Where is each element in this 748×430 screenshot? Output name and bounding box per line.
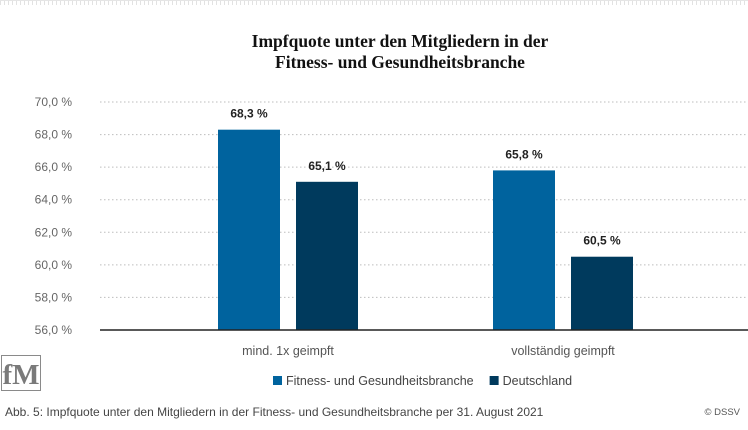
figure-caption: Abb. 5: Impfquote unter den Mitgliedern …	[5, 405, 544, 419]
y-tick-label: 68,0 %	[35, 128, 73, 142]
legend-label: Deutschland	[503, 374, 573, 388]
data-label: 65,1 %	[308, 159, 346, 173]
data-label: 65,8 %	[505, 147, 543, 161]
y-tick-label: 66,0 %	[35, 160, 73, 174]
x-category-label: mind. 1x geimpft	[242, 344, 334, 358]
bar	[218, 129, 280, 330]
y-tick-label: 62,0 %	[35, 225, 73, 239]
y-tick-label: 70,0 %	[35, 95, 73, 109]
legend-swatch	[273, 376, 282, 385]
chart-title-line-1: Impfquote unter den Mitgliedern in der	[251, 31, 549, 51]
legend-label: Fitness- und Gesundheitsbranche	[286, 374, 474, 388]
data-label: 60,5 %	[583, 234, 621, 248]
y-tick-label: 56,0 %	[35, 323, 73, 337]
y-tick-label: 60,0 %	[35, 258, 73, 272]
chart-title-line-2: Fitness- und Gesundheitsbranche	[275, 52, 525, 72]
bar-chart: 56,0 % 58,0 % 60,0 % 62,0 % 64,0 % 66,0 % 68,0…	[35, 95, 748, 388]
copyright: © DSSV	[704, 407, 740, 418]
svg-text:fM: fM	[2, 359, 39, 391]
bar	[493, 170, 555, 330]
x-category-label: vollständig geimpft	[511, 344, 615, 358]
data-label: 68,3 %	[230, 107, 268, 121]
y-tick-label: 64,0 %	[35, 193, 73, 207]
top-rule	[0, 0, 748, 5]
bar	[571, 256, 633, 330]
fm-logo: fM	[1, 355, 41, 391]
y-tick-label: 58,0 %	[35, 290, 73, 304]
bar	[296, 181, 358, 330]
legend-swatch	[489, 376, 499, 385]
